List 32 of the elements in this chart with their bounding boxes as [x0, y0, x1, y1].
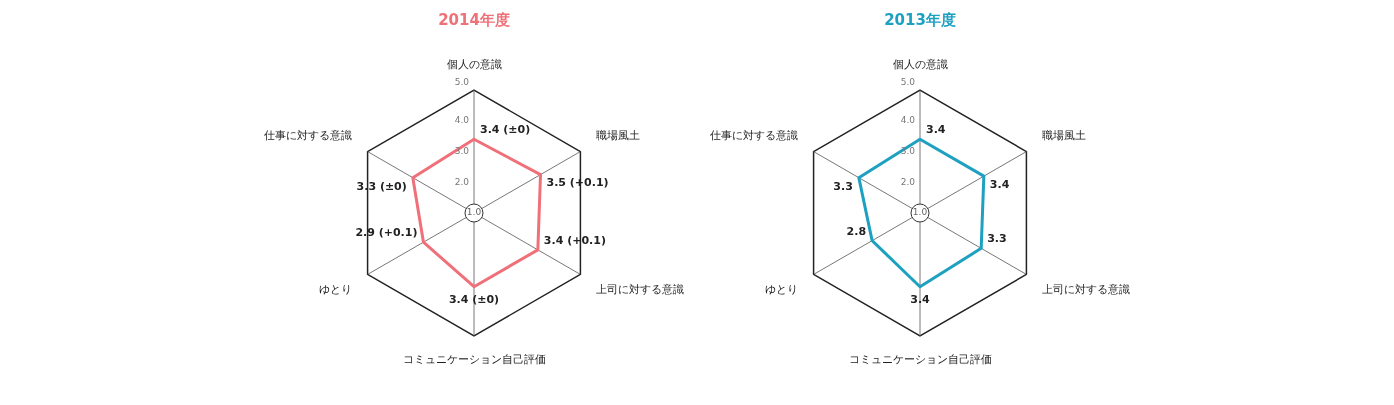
- spoke-label: 上司に対する意識: [596, 282, 684, 296]
- spoke-label: 職場風土: [1042, 128, 1086, 142]
- data-label: 3.4: [926, 123, 946, 137]
- chart-title: 2014年度: [438, 10, 510, 29]
- spoke-label: 仕事に対する意識: [264, 128, 352, 142]
- y-tick-label: 1.0: [912, 207, 928, 218]
- spoke-label: 仕事に対する意識: [710, 128, 798, 142]
- data-label: 3.4: [910, 292, 931, 306]
- spoke-label: 上司に対する意識: [1042, 282, 1130, 296]
- chart-title: 2013年度: [884, 10, 956, 29]
- spoke-label: ゆとり: [319, 282, 352, 296]
- spoke-label: ゆとり: [765, 282, 798, 296]
- y-tick-label: 5.0: [900, 77, 916, 88]
- y-tick-label: 3.0: [900, 145, 916, 156]
- y-tick-label: 2.0: [454, 176, 470, 187]
- spoke-label: コミュニケーション自己評価: [402, 353, 546, 367]
- spoke-label: 個人の意識: [446, 58, 502, 72]
- spoke-label: コミュニケーション自己評価: [848, 353, 992, 367]
- y-tick-label: 4.0: [454, 115, 470, 126]
- y-tick-label: 1.0: [466, 207, 482, 218]
- y-tick-label: 5.0: [454, 77, 470, 88]
- data-label: 3.4 (±0): [480, 123, 531, 137]
- y-tick-label: 3.0: [454, 145, 470, 156]
- data-label: 3.3: [987, 232, 1007, 246]
- data-label: 3.3: [833, 179, 853, 193]
- spoke-label: 個人の意識: [892, 58, 948, 72]
- data-label: 2.8: [846, 224, 867, 238]
- data-label: 3.4: [989, 178, 1010, 191]
- y-tick-label: 2.0: [900, 176, 916, 187]
- data-label: 3.4 (±0): [448, 292, 500, 306]
- spoke-label: 職場風土: [596, 128, 640, 142]
- y-tick-label: 4.0: [900, 115, 916, 126]
